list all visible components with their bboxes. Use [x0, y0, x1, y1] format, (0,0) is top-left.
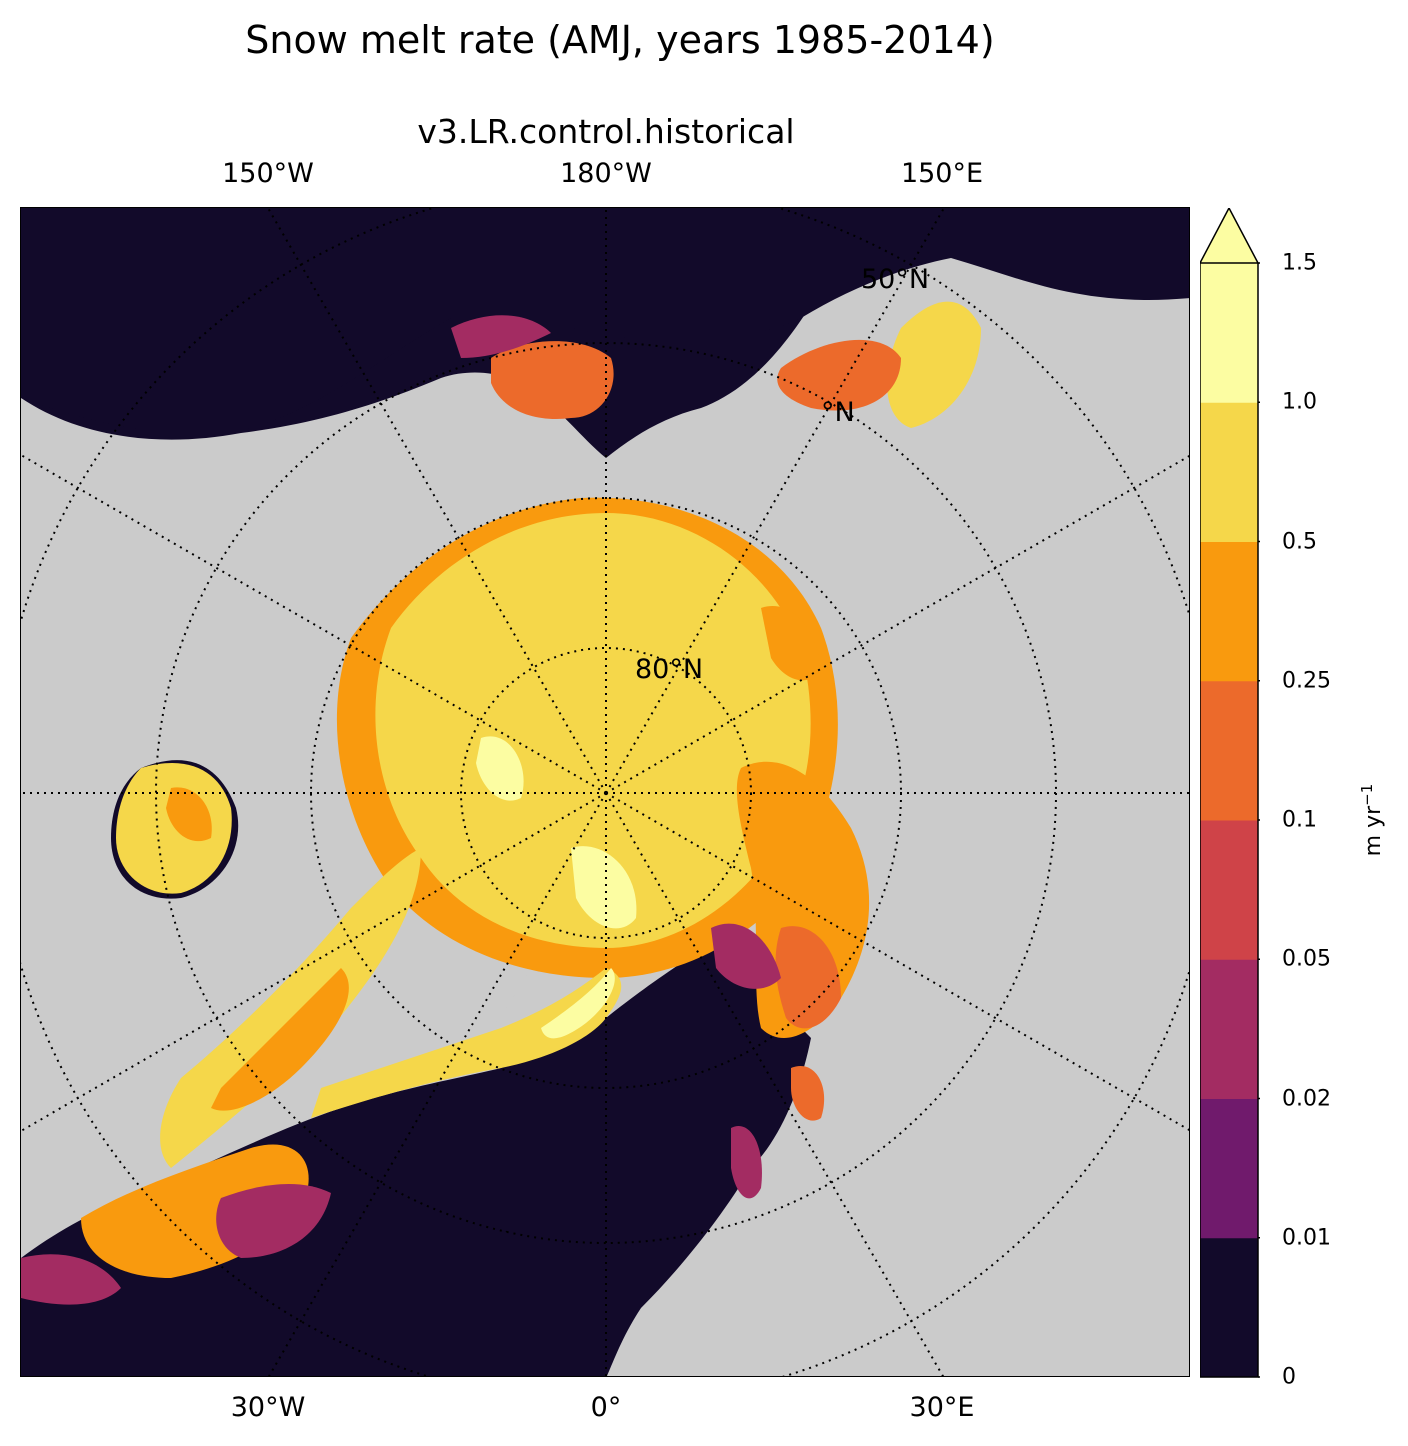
labrador-sea-purple [216, 1183, 331, 1258]
greenland-east-light [541, 968, 615, 1039]
colorbar-unit-text: m yr [1361, 805, 1387, 857]
colorbar-band-4 [1200, 680, 1258, 821]
lon-label-0: 0° [590, 1392, 622, 1423]
bering-sea-purple [451, 315, 551, 358]
east-siberian-orange [761, 606, 821, 681]
scandinavia-coast-red [791, 1066, 825, 1121]
lat-label-80n: 80°N [635, 654, 703, 685]
graticule [21, 208, 1189, 1376]
colorbar-band-2 [1200, 959, 1258, 1099]
bering-strait-orange [491, 341, 614, 419]
colorbar-tick-label: 0.1 [1282, 807, 1317, 833]
colorbar-tick-label: 0 [1282, 1364, 1296, 1390]
map-panel: 50°N °N 80°N [20, 207, 1190, 1377]
meridian-150e [605, 208, 945, 794]
arctic-basin-yellow [375, 513, 811, 948]
colorbar-tick-label: 0.02 [1282, 1086, 1331, 1111]
meridian-150w [267, 208, 607, 794]
hudson-bay-orange [166, 787, 212, 842]
barents-kara-red [775, 926, 841, 1029]
baltic-purple [731, 1126, 762, 1199]
colorbar-band-0 [1200, 1237, 1258, 1378]
meridian-30w [268, 792, 607, 1376]
lat-circle-80n [460, 647, 752, 939]
meridian-60e [605, 792, 1189, 1131]
arctic-light-patch-b [571, 846, 637, 929]
hudson-bay-yellow [116, 762, 232, 894]
lon-label-30e: 30°E [909, 1392, 975, 1423]
lat-label-50n: 50°N [861, 264, 929, 295]
colorbar [1200, 208, 1260, 1378]
barents-sea-purple [711, 923, 781, 989]
lon-label-150e: 150°E [900, 158, 984, 189]
colorbar-bands [1200, 263, 1258, 1378]
panel-subtitle: v3.LR.control.historical [417, 112, 795, 151]
colorbar-tick-label: 0.05 [1282, 946, 1331, 972]
okhotsk-sea-orange [777, 339, 901, 411]
figure-title: Snow melt rate (AMJ, years 1985-2014) [245, 18, 995, 62]
colorbar-band-1 [1200, 1098, 1258, 1239]
meridian-30e [605, 792, 944, 1376]
baffin-bay-orange [211, 968, 349, 1111]
colorbar-tick-label: 1.5 [1282, 250, 1317, 276]
meridian-120w [21, 454, 607, 794]
colorbar-tick-label: 0.25 [1282, 668, 1331, 694]
greenland-sea-yellow [311, 968, 622, 1118]
colorbar-band-7 [1200, 263, 1258, 403]
colorbar-band-6 [1200, 402, 1258, 542]
colorbar-unit-exponent: −1 [1357, 783, 1376, 806]
lon-label-150w: 150°W [222, 158, 314, 189]
meridian-120e [605, 455, 1189, 794]
colorbar-band-5 [1200, 541, 1258, 682]
polar-map: 50°N °N 80°N [21, 208, 1189, 1376]
colorbar-band-3 [1200, 820, 1258, 960]
gulf-st-lawrence-purple [21, 1254, 121, 1305]
colorbar-tick-label: 1.0 [1282, 389, 1317, 415]
lon-label-30w: 30°W [230, 1392, 306, 1423]
north-atlantic-ocean [21, 938, 811, 1376]
okhotsk-sea-yellow [887, 301, 981, 428]
lon-label-180w: 180°W [560, 158, 652, 189]
lat-label-partial: °N [821, 397, 855, 428]
meridian-60w [21, 792, 607, 1132]
arctic-light-patch-a [476, 736, 524, 801]
colorbar-unit-label: m yr−1 [1358, 784, 1386, 857]
colorbar-tick-label: 0.5 [1282, 529, 1317, 554]
melt-rate-field [21, 301, 981, 1305]
colorbar-tick-label: 0.01 [1282, 1225, 1331, 1251]
colorbar-extend-triangle [1200, 208, 1260, 264]
colorbar-ticks [1258, 262, 1260, 1378]
north-pacific-ocean [21, 208, 1189, 434]
